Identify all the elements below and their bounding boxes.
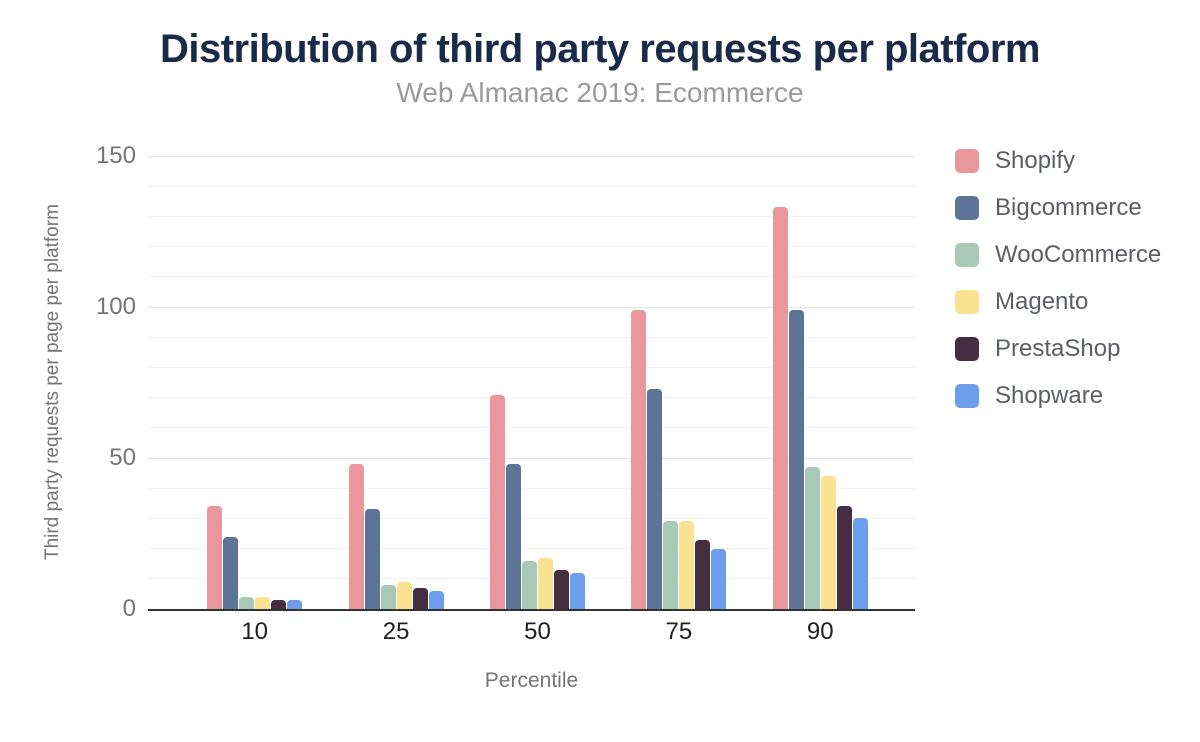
- bar-shopify-p50[interactable]: [489, 394, 505, 609]
- x-axis-title: Percentile: [484, 669, 579, 692]
- legend-swatch-woocommerce: [955, 243, 979, 267]
- legend-item-magento: Magento: [955, 288, 1161, 316]
- minor-gridline: [148, 548, 915, 550]
- bar-magento-p90[interactable]: [820, 476, 836, 609]
- legend-item-shopify: Shopify: [955, 147, 1161, 175]
- legend: Shopify Bigcommerce WooCommerce Magento Pres…: [955, 147, 1161, 429]
- bar-group-p10: [207, 506, 303, 609]
- bar-shopware-p75[interactable]: [711, 548, 727, 609]
- plot-column: 0 50 100 150 10 25 50 75 90 Percentile: [96, 144, 915, 693]
- legend-swatch-bigcommerce: [955, 196, 979, 220]
- major-gridline: [148, 155, 915, 157]
- bar-shopify-p75[interactable]: [631, 310, 647, 609]
- bar-prestashop-p10[interactable]: [271, 599, 287, 609]
- y-tick-label: 50: [109, 444, 136, 471]
- bar-magento-p75[interactable]: [679, 521, 695, 609]
- legend-swatch-magento: [955, 290, 979, 314]
- legend-swatch-shopify: [955, 149, 979, 173]
- bar-group-p50: [489, 394, 585, 609]
- major-gridline: [148, 306, 915, 308]
- bar-bigcommerce-p10[interactable]: [223, 536, 239, 609]
- bar-bigcommerce-p75[interactable]: [647, 388, 663, 609]
- bar-groups: [148, 156, 915, 609]
- bar-shopify-p10[interactable]: [207, 506, 223, 609]
- minor-gridline: [148, 215, 915, 217]
- major-gridline: [148, 457, 915, 459]
- legend-item-shopware: Shopware: [955, 382, 1161, 410]
- legend-label-woocommerce: WooCommerce: [995, 241, 1162, 268]
- plot-area: 0 50 100 150: [96, 144, 915, 621]
- legend-label-prestashop: PrestaShop: [995, 335, 1121, 362]
- bar-group-p25: [348, 464, 444, 609]
- bar-woocommerce-p75[interactable]: [663, 521, 679, 609]
- chart-area: Third party requests per page per platfo…: [0, 144, 1200, 693]
- minor-gridline: [148, 427, 915, 429]
- bar-magento-p50[interactable]: [537, 557, 553, 609]
- minor-gridline: [148, 517, 915, 519]
- bar-group-p90: [772, 207, 868, 609]
- legend-swatch-prestashop: [955, 337, 979, 361]
- legend-item-bigcommerce: Bigcommerce: [955, 194, 1161, 222]
- bar-bigcommerce-p90[interactable]: [788, 310, 804, 609]
- minor-gridline: [148, 185, 915, 187]
- y-tick-label: 150: [95, 142, 136, 169]
- y-axis-title: Third party requests per page per platfo…: [42, 204, 63, 561]
- bar-shopware-p10[interactable]: [287, 599, 303, 609]
- minor-gridline: [148, 487, 915, 489]
- minor-gridline: [148, 336, 915, 338]
- bar-magento-p10[interactable]: [255, 596, 271, 609]
- legend-item-prestashop: PrestaShop: [955, 335, 1161, 363]
- minor-gridline: [148, 276, 915, 278]
- bar-shopify-p25[interactable]: [348, 464, 364, 609]
- bar-woocommerce-p50[interactable]: [521, 560, 537, 609]
- bar-woocommerce-p10[interactable]: [239, 596, 255, 609]
- legend-label-magento: Magento: [995, 288, 1089, 315]
- x-tick-label-25: 25: [382, 618, 410, 645]
- bar-group-p75: [631, 310, 727, 609]
- bar-woocommerce-p90[interactable]: [804, 467, 820, 609]
- chart-subtitle: Web Almanac 2019: Ecommerce: [396, 77, 804, 108]
- y-tick-label: 0: [122, 595, 136, 622]
- minor-gridline: [148, 246, 915, 248]
- bar-prestashop-p75[interactable]: [695, 539, 711, 609]
- x-tick-label-90: 90: [806, 618, 834, 645]
- bar-woocommerce-p25[interactable]: [380, 584, 396, 609]
- bar-shopware-p25[interactable]: [428, 590, 444, 609]
- bar-magento-p25[interactable]: [396, 581, 412, 609]
- legend-label-bigcommerce: Bigcommerce: [995, 194, 1142, 221]
- x-tick-label-75: 75: [665, 618, 693, 645]
- bar-prestashop-p25[interactable]: [412, 587, 428, 609]
- legend-label-shopify: Shopify: [995, 147, 1076, 174]
- y-tick-label: 100: [95, 293, 136, 320]
- minor-gridline: [148, 397, 915, 399]
- x-tick-label-10: 10: [241, 618, 269, 645]
- legend-swatch-shopware: [955, 384, 979, 408]
- bar-shopify-p90[interactable]: [772, 207, 788, 609]
- bar-shopware-p50[interactable]: [569, 572, 585, 609]
- bar-bigcommerce-p25[interactable]: [364, 509, 380, 609]
- chart-title: Distribution of third party requests per…: [159, 27, 1041, 71]
- x-tick-label-50: 50: [524, 618, 551, 645]
- x-axis-tick-row: 10 25 50 75 90: [148, 619, 915, 645]
- bar-prestashop-p90[interactable]: [836, 506, 852, 609]
- bar-shopware-p90[interactable]: [852, 518, 868, 609]
- bar-prestashop-p50[interactable]: [553, 569, 569, 609]
- legend-item-woocommerce: WooCommerce: [955, 241, 1161, 269]
- minor-gridline: [148, 366, 915, 368]
- legend-label-shopware: Shopware: [995, 382, 1104, 409]
- bar-bigcommerce-p50[interactable]: [505, 464, 521, 609]
